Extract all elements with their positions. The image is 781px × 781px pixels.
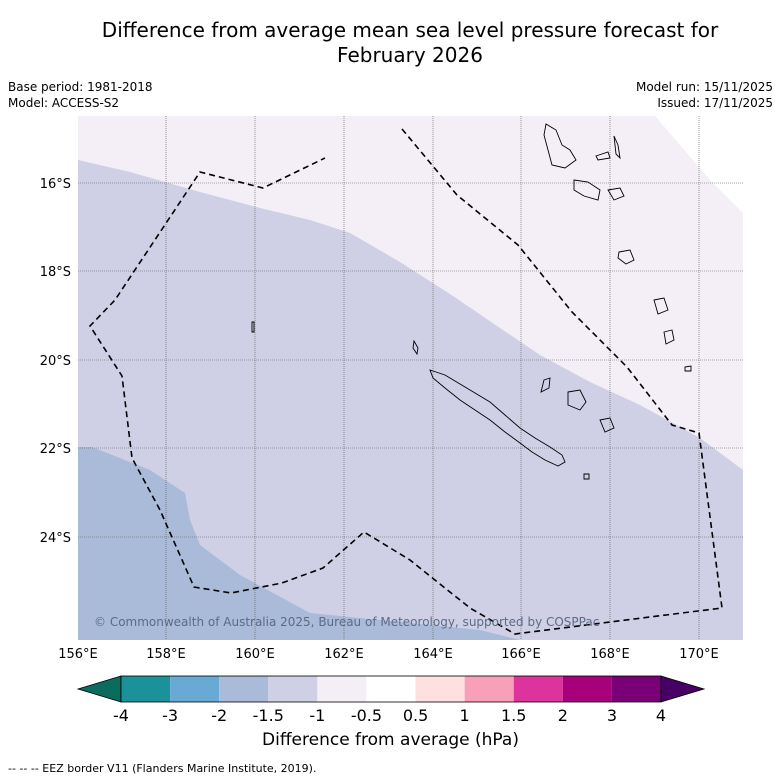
lat-label: 20°S [40,354,71,369]
issued-date: Issued: 17/11/2025 [657,96,773,110]
lat-label: 16°S [40,177,71,192]
colorbar-tick-label: 4 [656,706,666,725]
colorbar-tick-label: -2 [211,706,227,725]
colorbar-swatch [121,676,171,702]
lon-label: 158°E [146,647,186,662]
graticule [78,116,743,640]
copyright-notice: © Commonwealth of Australia 2025, Bureau… [94,615,599,629]
colorbar-tick-label: -1.5 [253,706,284,725]
colorbar-swatch [219,676,269,702]
island-lifou [567,389,587,411]
colorbar-title: Difference from average (hPa) [262,730,519,750]
island-mare [599,417,615,433]
colorbar-tick-label: 0.5 [403,706,428,725]
colorbar-extension-low [76,675,122,703]
title-line-2: February 2026 [337,43,483,67]
island-matthew [251,321,255,333]
colorbar-tick-label: -0.5 [351,706,382,725]
colorbar-swatch [366,676,416,702]
colorbar-swatch [317,676,367,702]
colorbar-swatch [611,676,661,702]
island-small-2 [663,329,675,345]
chart-title: Difference from average mean sea level p… [40,18,780,68]
colorbar-tick-label: 3 [607,706,617,725]
island-erromango [617,249,635,265]
colorbar-extension-high [660,675,706,703]
lon-label: 156°E [58,647,98,662]
island-maewo [613,135,621,160]
shade-minus2-to-minus1-5 [78,447,520,640]
colorbar-tick-label: -3 [162,706,178,725]
meta-left: Base period: 1981-2018 Model: ACCESS-S2 [8,79,153,111]
lon-labels: 156°E 158°E 160°E 162°E 164°E 166°E 168°… [58,647,719,662]
island-ambae [595,151,611,161]
colorbar-frame [120,675,662,703]
colorbar-ticks: -4 -3 -2 -1.5 -1 -0.5 0.5 1 1.5 2 3 4 [113,706,666,725]
island-efate [607,187,625,201]
island-malekula [573,179,601,201]
colorbar-tick-label: 1.5 [501,706,526,725]
lat-label: 18°S [40,265,71,280]
lon-label: 160°E [235,647,275,662]
colorbar-swatch [464,676,514,702]
colorbar-tick-label: -1 [309,706,325,725]
colorbar-swatch [562,676,612,702]
island-ouvea [540,377,551,393]
lat-labels: 16°S 18°S 20°S 22°S 24°S [40,177,71,546]
colorbar-swatch [170,676,220,702]
map-area: © Commonwealth of Australia 2025, Bureau… [78,116,743,640]
colorbar-swatch [513,676,563,702]
lat-label: 24°S [40,531,71,546]
lon-label: 166°E [501,647,541,662]
lon-label: 168°E [590,647,630,662]
shade-minus1-5-to-minus1 [78,160,743,640]
island-new-caledonia [429,369,566,467]
coastlines [251,123,692,480]
eez-legend: -- -- -- EEZ border V11 (Flanders Marine… [8,762,317,775]
island-espiritu-santo [543,123,577,169]
colorbar-swatch [415,676,465,702]
model-name: Model: ACCESS-S2 [8,96,120,110]
model-run: Model run: 15/11/2025 [635,80,773,94]
island-small-3 [684,365,692,372]
lon-label: 170°E [679,647,719,662]
colorbar-swatch [268,676,318,702]
base-period: Base period: 1981-2018 [8,80,153,94]
lon-label: 162°E [324,647,364,662]
island-isle-of-pines [583,473,590,480]
lat-label: 22°S [40,442,71,457]
island-belep [412,339,419,356]
island-small-1 [653,297,669,315]
title-line-1: Difference from average mean sea level p… [101,18,719,42]
colorbar-tick-label: 2 [558,706,568,725]
colorbar [76,675,706,703]
meta-right: Model run: 15/11/2025 Issued: 17/11/2025 [636,79,773,111]
lon-label: 164°E [413,647,453,662]
eez-border [88,128,723,635]
colorbar-tick-label: 1 [460,706,470,725]
colorbar-tick-label: -4 [113,706,129,725]
